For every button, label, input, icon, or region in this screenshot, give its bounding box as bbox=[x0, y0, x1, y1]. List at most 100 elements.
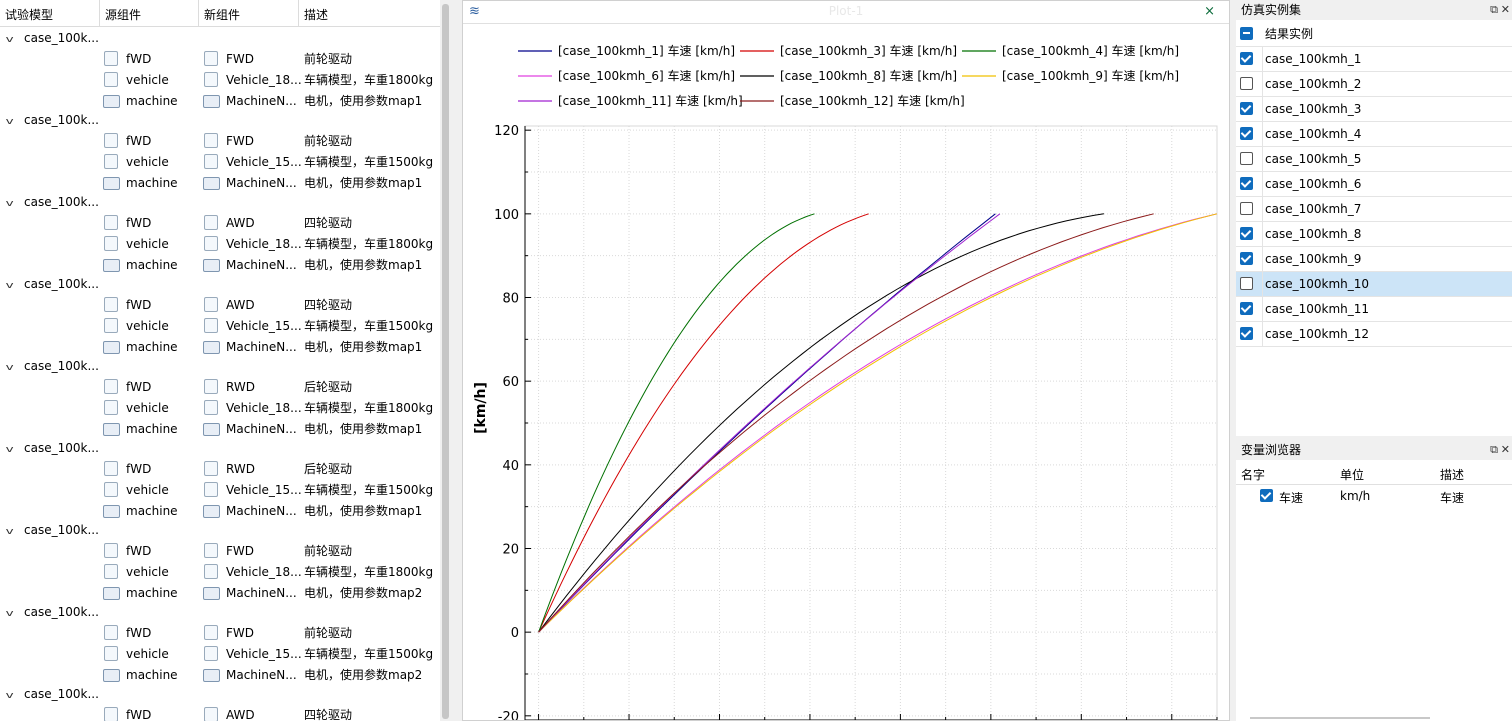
column-header-desc[interactable]: 描述 bbox=[304, 8, 329, 22]
tree-item-row[interactable]: vehicle Vehicle_15... 车辆模型，车重1500kg bbox=[0, 316, 440, 336]
chevron-down-icon[interactable]: v bbox=[5, 35, 14, 45]
tree-item-row[interactable]: vehicle Vehicle_18... 车辆模型，车重1800kg bbox=[0, 70, 440, 90]
horizontal-scrollbar[interactable] bbox=[1250, 717, 1430, 719]
instance-checkbox[interactable] bbox=[1240, 302, 1253, 315]
tree-item-row[interactable]: fWD FWD 前轮驱动 bbox=[0, 49, 440, 69]
column-header-description[interactable]: 描述 bbox=[1440, 468, 1465, 482]
source-component: vehicle bbox=[126, 483, 169, 497]
instance-row[interactable]: case_100kmh_10 bbox=[1236, 272, 1512, 297]
column-header-new[interactable]: 新组件 bbox=[199, 0, 299, 26]
variable-checkbox[interactable] bbox=[1260, 489, 1273, 502]
tree-item-row[interactable]: fWD RWD 后轮驱动 bbox=[0, 377, 440, 397]
column-header-source[interactable]: 源组件 bbox=[100, 0, 199, 26]
tree-item-row[interactable]: fWD FWD 前轮驱动 bbox=[0, 541, 440, 561]
component-description: 车辆模型，车重1500kg bbox=[304, 483, 434, 497]
tree-item-row[interactable]: machine MachineN... 电机，使用参数map1 bbox=[0, 501, 440, 521]
tree-item-row[interactable]: fWD RWD 后轮驱动 bbox=[0, 459, 440, 479]
chevron-down-icon[interactable]: v bbox=[5, 117, 14, 127]
tree-item-row[interactable]: vehicle Vehicle_18... 车辆模型，车重1800kg bbox=[0, 234, 440, 254]
instance-row[interactable]: case_100kmh_6 bbox=[1236, 172, 1512, 197]
column-header-model[interactable]: 试验模型 bbox=[0, 0, 100, 26]
column-header-name[interactable]: 名字 bbox=[1241, 468, 1266, 482]
tree-group-row[interactable]: v case_100k... bbox=[0, 192, 440, 212]
instance-row[interactable]: case_100kmh_3 bbox=[1236, 97, 1512, 122]
instance-checkbox[interactable] bbox=[1240, 52, 1253, 65]
instance-row[interactable]: case_100kmh_1 bbox=[1236, 47, 1512, 72]
chevron-down-icon[interactable]: v bbox=[5, 609, 14, 619]
component-description: 车辆模型，车重1500kg bbox=[304, 155, 434, 169]
close-panel-icon[interactable]: ✕ bbox=[1500, 443, 1510, 456]
source-component: fWD bbox=[126, 298, 152, 312]
tree-item-row[interactable]: fWD AWD 四轮驱动 bbox=[0, 705, 440, 721]
close-icon[interactable]: × bbox=[1204, 4, 1215, 19]
result-instances-all-row[interactable]: 结果实例 bbox=[1236, 22, 1512, 47]
tree-item-row[interactable]: machine MachineN... 电机，使用参数map2 bbox=[0, 665, 440, 685]
y-axis-label: [km/h] bbox=[473, 382, 489, 434]
instance-row[interactable]: case_100kmh_5 bbox=[1236, 147, 1512, 172]
restore-icon[interactable]: ⧉ bbox=[1490, 443, 1498, 456]
tree-group-row[interactable]: v case_100k... bbox=[0, 356, 440, 376]
new-component: MachineN... bbox=[226, 258, 297, 272]
tree-item-row[interactable]: machine MachineN... 电机，使用参数map1 bbox=[0, 337, 440, 357]
variable-row[interactable]: 车速 km/h 车速 bbox=[1236, 485, 1512, 507]
instance-row[interactable]: case_100kmh_12 bbox=[1236, 322, 1512, 347]
tree-group-row[interactable]: v case_100k... bbox=[0, 520, 440, 540]
instance-checkbox[interactable] bbox=[1240, 202, 1253, 215]
chevron-down-icon[interactable]: v bbox=[5, 691, 14, 701]
tree-item-row[interactable]: vehicle Vehicle_15... 车辆模型，车重1500kg bbox=[0, 644, 440, 664]
component-description: 电机，使用参数map1 bbox=[304, 504, 423, 518]
tree-group-row[interactable]: v case_100k... bbox=[0, 438, 440, 458]
instance-checkbox[interactable] bbox=[1240, 327, 1253, 340]
instance-row[interactable]: case_100kmh_2 bbox=[1236, 72, 1512, 97]
component-icon bbox=[204, 625, 218, 640]
component-icon bbox=[204, 236, 218, 251]
instance-checkbox[interactable] bbox=[1240, 127, 1253, 140]
instance-checkbox[interactable] bbox=[1240, 152, 1253, 165]
chevron-down-icon[interactable]: v bbox=[5, 281, 14, 291]
component-icon bbox=[104, 707, 118, 721]
tree-item-row[interactable]: fWD AWD 四轮驱动 bbox=[0, 295, 440, 315]
tree-item-row[interactable]: vehicle Vehicle_18... 车辆模型，车重1800kg bbox=[0, 398, 440, 418]
select-all-checkbox[interactable] bbox=[1240, 27, 1253, 40]
tree-scrollbar[interactable] bbox=[440, 0, 452, 721]
tree-group-row[interactable]: v case_100k... bbox=[0, 28, 440, 48]
tree-scrollbar-thumb[interactable] bbox=[442, 4, 449, 719]
tree-item-row[interactable]: vehicle Vehicle_18... 车辆模型，车重1800kg bbox=[0, 562, 440, 582]
chevron-down-icon[interactable]: v bbox=[5, 199, 14, 209]
tree-item-row[interactable]: machine MachineN... 电机，使用参数map1 bbox=[0, 173, 440, 193]
instance-checkbox[interactable] bbox=[1240, 102, 1253, 115]
tree-item-row[interactable]: fWD FWD 前轮驱动 bbox=[0, 131, 440, 151]
tree-item-row[interactable]: machine MachineN... 电机，使用参数map1 bbox=[0, 255, 440, 275]
instance-row[interactable]: case_100kmh_9 bbox=[1236, 247, 1512, 272]
restore-icon[interactable]: ⧉ bbox=[1490, 3, 1498, 16]
series-line-6 bbox=[538, 213, 1218, 633]
tree-group-row[interactable]: v case_100k... bbox=[0, 602, 440, 622]
chevron-down-icon[interactable]: v bbox=[5, 527, 14, 537]
tree-item-row[interactable]: vehicle Vehicle_15... 车辆模型，车重1500kg bbox=[0, 152, 440, 172]
tree-item-row[interactable]: fWD AWD 四轮驱动 bbox=[0, 213, 440, 233]
tree-item-row[interactable]: vehicle Vehicle_15... 车辆模型，车重1500kg bbox=[0, 480, 440, 500]
tree-item-row[interactable]: machine MachineN... 电机，使用参数map1 bbox=[0, 419, 440, 439]
instance-row[interactable]: case_100kmh_8 bbox=[1236, 222, 1512, 247]
tree-group-name: case_100k... bbox=[24, 359, 99, 373]
tree-item-row[interactable]: machine MachineN... 电机，使用参数map2 bbox=[0, 583, 440, 603]
instance-row[interactable]: case_100kmh_7 bbox=[1236, 197, 1512, 222]
tree-item-row[interactable]: fWD FWD 前轮驱动 bbox=[0, 623, 440, 643]
new-component: Vehicle_18... bbox=[226, 237, 302, 251]
instance-checkbox[interactable] bbox=[1240, 277, 1253, 290]
instance-checkbox[interactable] bbox=[1240, 77, 1253, 90]
tree-group-row[interactable]: v case_100k... bbox=[0, 684, 440, 704]
tree-group-row[interactable]: v case_100k... bbox=[0, 274, 440, 294]
column-header-unit[interactable]: 单位 bbox=[1340, 468, 1365, 482]
chevron-down-icon[interactable]: v bbox=[5, 445, 14, 455]
instance-checkbox[interactable] bbox=[1240, 252, 1253, 265]
tree-group-row[interactable]: v case_100k... bbox=[0, 110, 440, 130]
instance-checkbox[interactable] bbox=[1240, 227, 1253, 240]
instance-row[interactable]: case_100kmh_11 bbox=[1236, 297, 1512, 322]
tree-item-row[interactable]: machine MachineN... 电机，使用参数map1 bbox=[0, 91, 440, 111]
chevron-down-icon[interactable]: v bbox=[5, 363, 14, 373]
component-icon bbox=[104, 543, 118, 558]
close-panel-icon[interactable]: ✕ bbox=[1500, 3, 1510, 16]
instance-row[interactable]: case_100kmh_4 bbox=[1236, 122, 1512, 147]
instance-checkbox[interactable] bbox=[1240, 177, 1253, 190]
